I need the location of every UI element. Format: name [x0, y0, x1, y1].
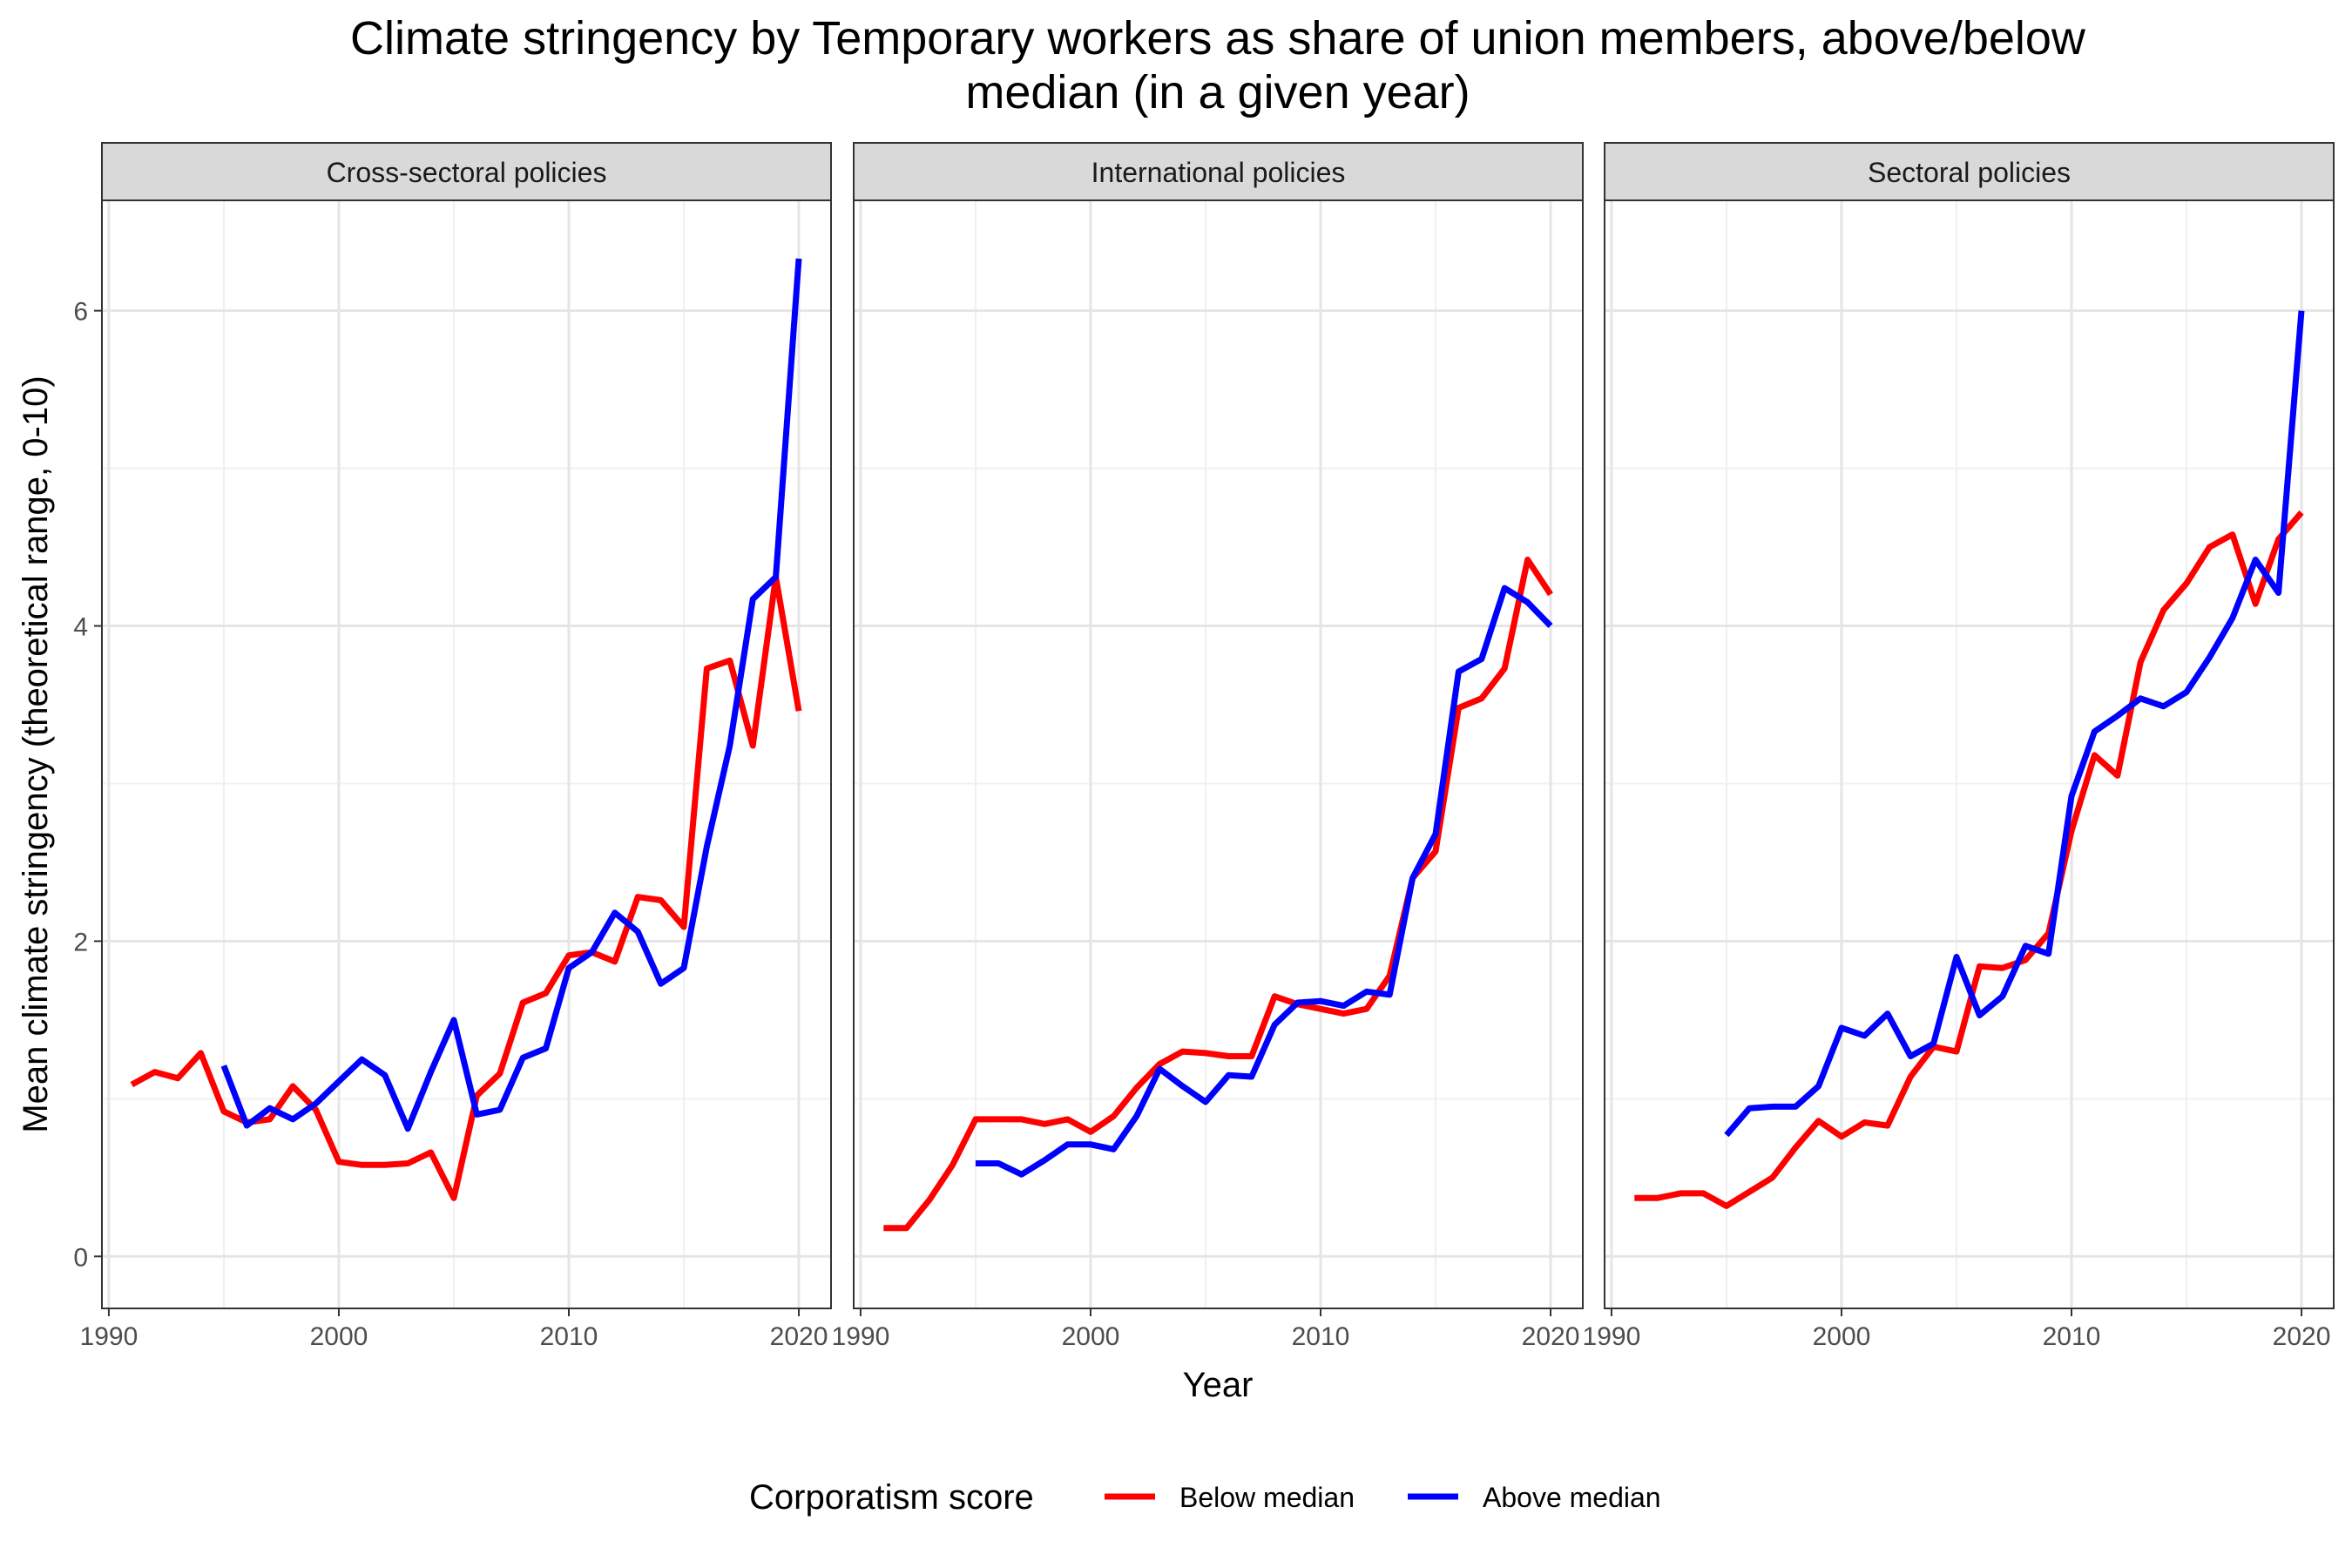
x-tick-label: 2000 [310, 1322, 368, 1351]
facet-strip [853, 142, 1584, 201]
series-line-above-median [975, 585, 1553, 1178]
x-tick-label: 2020 [1522, 1322, 1580, 1351]
x-tick-label: 1990 [832, 1322, 890, 1351]
legend-label: Above median [1483, 1482, 1661, 1513]
x-tick-label: 1990 [1583, 1322, 1641, 1351]
x-tick-label: 1990 [80, 1322, 139, 1351]
y-tick-label: 2 [73, 928, 88, 956]
facet-strip [101, 142, 832, 201]
chart-title-line: median (in a given year) [965, 66, 1470, 118]
legend: Corporatism score Below median Above medi… [749, 1478, 1661, 1517]
y-tick-label: 0 [73, 1243, 88, 1272]
facet-strip-label: Sectoral policies [1868, 157, 2071, 188]
x-tick-label: 2010 [2043, 1322, 2101, 1351]
facet-panel: Cross-sectoral policies 1990 2000 2010 2020 0… [73, 142, 832, 1351]
chart-title-line: Climate stringency by Temporary workers … [350, 12, 2086, 64]
x-tick-label: 2020 [2273, 1322, 2331, 1351]
panel-border [101, 199, 832, 1309]
legend-label: Below median [1179, 1482, 1355, 1513]
facet-panel: Sectoral policies 1990 2000 2010 2020 [1583, 142, 2335, 1351]
x-tick-label: 2000 [1062, 1322, 1120, 1351]
y-tick-label: 6 [73, 298, 88, 327]
series-line-above-median [1724, 310, 2305, 1138]
series-line-above-median [220, 258, 802, 1132]
y-tick-label: 4 [73, 613, 88, 642]
x-tick-label: 2000 [1813, 1322, 1871, 1351]
facet-panel: International policies 1990 2000 2010 2020 [832, 142, 1584, 1351]
facet-strip [1604, 142, 2335, 201]
chart-title: Climate stringency by Temporary workers … [350, 12, 2086, 118]
facet-strip-label: International policies [1092, 157, 1346, 188]
panel-border [1604, 199, 2335, 1309]
series-line-below-median [1634, 510, 2304, 1209]
legend-title: Corporatism score [749, 1478, 1034, 1517]
x-tick-label: 2020 [770, 1322, 828, 1351]
x-tick-label: 2010 [1292, 1322, 1350, 1351]
facet-strip-label: Cross-sectoral policies [327, 157, 607, 188]
x-tick-label: 2010 [540, 1322, 598, 1351]
panel-border [853, 199, 1584, 1309]
x-axis-title: Year [1183, 1366, 1254, 1404]
y-axis-title: Mean climate stringency (theoretical ran… [17, 375, 55, 1132]
